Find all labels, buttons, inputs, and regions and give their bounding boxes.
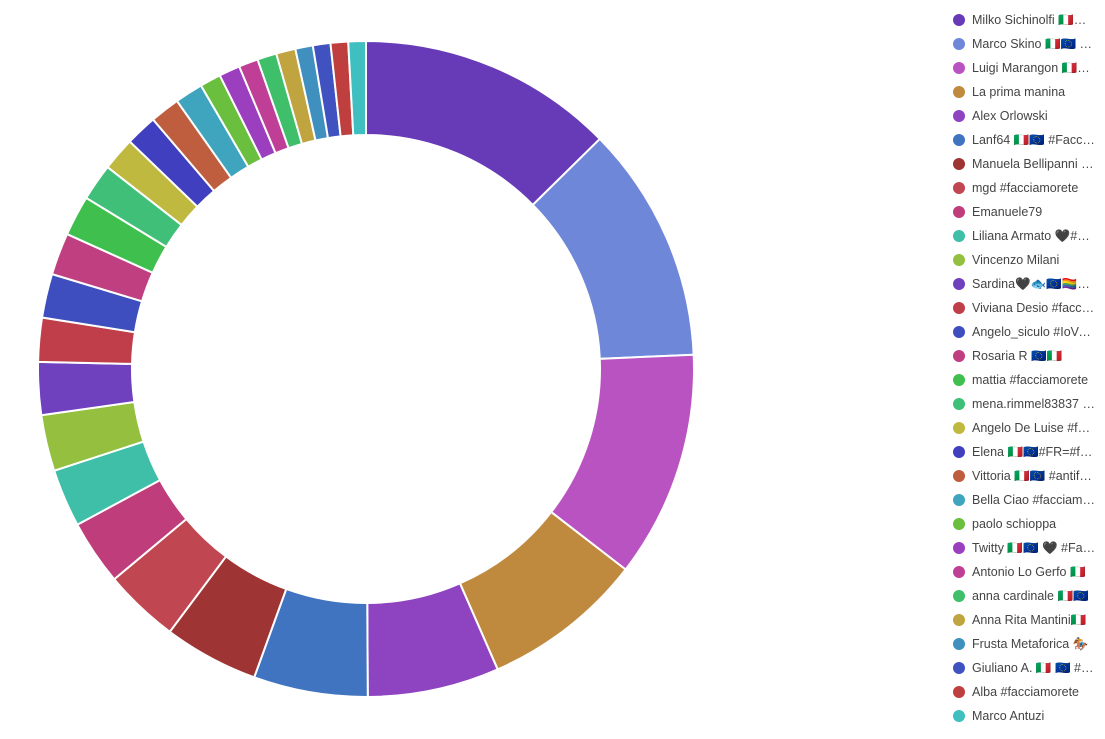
legend-label: Marco Skino 🇮🇹🇪🇺 #facciamorete: [972, 36, 1096, 51]
legend-item[interactable]: Vincenzo Milani: [953, 248, 1105, 272]
legend-swatch: [953, 278, 965, 290]
legend-swatch: [953, 110, 965, 122]
legend-label: Milko Sichinolfi 🇮🇹🇪🇺 #facciamorete: [972, 12, 1096, 27]
legend-swatch: [953, 494, 965, 506]
legend-item[interactable]: Antonio Lo Gerfo 🇮🇹: [953, 560, 1105, 584]
legend-item[interactable]: Angelo_siculo #IoVotoNO: [953, 320, 1105, 344]
legend-swatch: [953, 38, 965, 50]
legend-swatch: [953, 398, 965, 410]
legend-label: Luigi Marangon 🇮🇹🇪🇺 #facciamorete: [972, 60, 1096, 75]
legend-label: Frusta Metaforica 🏇: [972, 636, 1089, 651]
legend-item[interactable]: Alba #facciamorete: [953, 680, 1105, 704]
legend-item[interactable]: Elena 🇮🇹🇪🇺#FR=#facciamorete: [953, 440, 1105, 464]
legend-swatch: [953, 62, 965, 74]
legend-item[interactable]: Alex Orlowski: [953, 104, 1105, 128]
legend-swatch: [953, 470, 965, 482]
legend-swatch: [953, 662, 965, 674]
legend-label: Rosaria R 🇪🇺🇮🇹: [972, 348, 1063, 363]
legend-swatch: [953, 590, 965, 602]
legend-swatch: [953, 446, 965, 458]
legend-label: Liliana Armato 🖤#FacciamoRete: [972, 228, 1096, 243]
legend-swatch: [953, 542, 965, 554]
legend-label: La prima manina: [972, 85, 1066, 99]
legend-swatch: [953, 206, 965, 218]
legend-item[interactable]: Rosaria R 🇪🇺🇮🇹: [953, 344, 1105, 368]
legend-label: Emanuele79: [972, 205, 1043, 219]
legend-item[interactable]: mattia #facciamorete: [953, 368, 1105, 392]
legend-swatch: [953, 686, 965, 698]
legend-label: Elena 🇮🇹🇪🇺#FR=#facciamorete: [972, 444, 1096, 459]
legend-item[interactable]: Marco Skino 🇮🇹🇪🇺 #facciamorete: [953, 32, 1105, 56]
legend-item[interactable]: Giuliano A. 🇮🇹 🇪🇺 #facciamorete: [953, 656, 1105, 680]
legend-item[interactable]: Lanf64 🇮🇹🇪🇺 #FacciamoRete: [953, 128, 1105, 152]
legend-swatch: [953, 566, 965, 578]
legend-label: paolo schioppa: [972, 517, 1057, 531]
legend-label: mattia #facciamorete: [972, 373, 1089, 387]
legend-label: anna cardinale 🇮🇹🇪🇺: [972, 588, 1089, 603]
legend-label: Angelo_siculo #IoVotoNO: [972, 325, 1096, 339]
chart-legend: Milko Sichinolfi 🇮🇹🇪🇺 #facciamorete Marco…: [953, 8, 1105, 728]
legend-swatch: [953, 302, 965, 314]
legend-swatch: [953, 134, 965, 146]
legend-item[interactable]: mgd #facciamorete: [953, 176, 1105, 200]
legend-swatch: [953, 422, 965, 434]
legend-swatch: [953, 638, 965, 650]
legend-swatch: [953, 350, 965, 362]
legend-item[interactable]: anna cardinale 🇮🇹🇪🇺: [953, 584, 1105, 608]
legend-label: Vittoria 🇮🇹🇪🇺 #antifascista: [972, 468, 1096, 483]
legend-swatch: [953, 86, 965, 98]
legend-item[interactable]: paolo schioppa: [953, 512, 1105, 536]
legend-label: mgd #facciamorete: [972, 181, 1079, 195]
legend-swatch: [953, 326, 965, 338]
legend-item[interactable]: Emanuele79: [953, 200, 1105, 224]
legend-swatch: [953, 158, 965, 170]
legend-item[interactable]: La prima manina: [953, 80, 1105, 104]
donut-slice[interactable]: [347, 39, 367, 137]
legend-item[interactable]: Vittoria 🇮🇹🇪🇺 #antifascista: [953, 464, 1105, 488]
legend-swatch: [953, 230, 965, 242]
legend-swatch: [953, 374, 965, 386]
legend-item[interactable]: Milko Sichinolfi 🇮🇹🇪🇺 #facciamorete: [953, 8, 1105, 32]
legend-label: Sardina🖤🐟🇪🇺🏳️‍🌈#facciamorete: [972, 276, 1096, 291]
legend-label: Bella Ciao #facciamorete: [972, 493, 1096, 507]
legend-label: Manuela Bellipanni #facciamorete: [972, 157, 1096, 171]
legend-item[interactable]: Angelo De Luise #facciamorete: [953, 416, 1105, 440]
legend-item[interactable]: Marco Antuzi: [953, 704, 1105, 728]
legend-label: Antonio Lo Gerfo 🇮🇹: [972, 564, 1086, 579]
legend-swatch: [953, 614, 965, 626]
legend-item[interactable]: mena.rimmel83837 #facciamorete: [953, 392, 1105, 416]
legend-swatch: [953, 14, 965, 26]
legend-item[interactable]: Twitty 🇮🇹🇪🇺 🖤 #FacciamoRete: [953, 536, 1105, 560]
legend-item[interactable]: Luigi Marangon 🇮🇹🇪🇺 #facciamorete: [953, 56, 1105, 80]
legend-label: Giuliano A. 🇮🇹 🇪🇺 #facciamorete: [972, 660, 1096, 675]
legend-swatch: [953, 710, 965, 722]
legend-label: Lanf64 🇮🇹🇪🇺 #FacciamoRete: [972, 132, 1096, 147]
legend-label: Vincenzo Milani: [972, 253, 1060, 267]
legend-label: mena.rimmel83837 #facciamorete: [972, 397, 1096, 411]
donut-slices: [37, 39, 695, 699]
legend-label: Alex Orlowski: [972, 109, 1048, 123]
legend-swatch: [953, 182, 965, 194]
legend-swatch: [953, 254, 965, 266]
legend-label: Anna Rita Mantini🇮🇹: [972, 612, 1087, 627]
legend-swatch: [953, 518, 965, 530]
legend-label: Alba #facciamorete: [972, 685, 1080, 699]
legend-item[interactable]: Frusta Metaforica 🏇: [953, 632, 1105, 656]
legend-item[interactable]: Viviana Desio #facciamorete: [953, 296, 1105, 320]
legend-item[interactable]: Anna Rita Mantini🇮🇹: [953, 608, 1105, 632]
legend-item[interactable]: Sardina🖤🐟🇪🇺🏳️‍🌈#facciamorete: [953, 272, 1105, 296]
legend-label: Angelo De Luise #facciamorete: [972, 421, 1096, 435]
legend-item[interactable]: Bella Ciao #facciamorete: [953, 488, 1105, 512]
legend-label: Viviana Desio #facciamorete: [972, 301, 1096, 315]
legend-label: Twitty 🇮🇹🇪🇺 🖤 #FacciamoRete: [972, 540, 1096, 555]
legend-item[interactable]: Liliana Armato 🖤#FacciamoRete: [953, 224, 1105, 248]
legend-item[interactable]: Manuela Bellipanni #facciamorete: [953, 152, 1105, 176]
legend-label: Marco Antuzi: [972, 709, 1045, 723]
